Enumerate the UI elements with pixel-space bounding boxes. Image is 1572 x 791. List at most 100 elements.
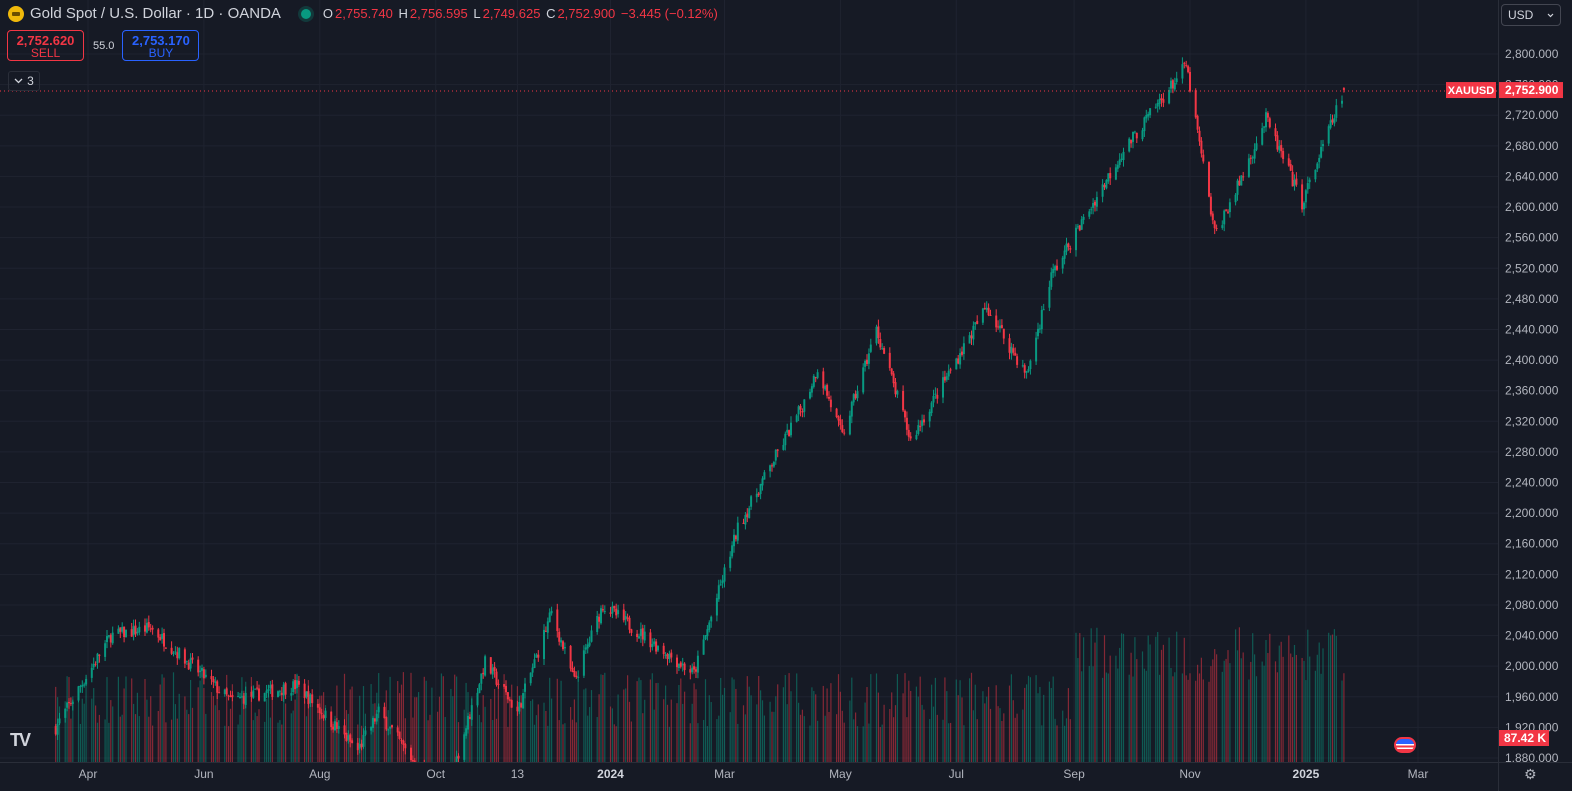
candle-body bbox=[676, 657, 678, 668]
candle-body bbox=[1293, 179, 1296, 186]
volume-bar bbox=[125, 676, 127, 762]
volume-bar bbox=[1197, 664, 1199, 762]
candle-body bbox=[588, 642, 591, 646]
candle-body bbox=[187, 662, 190, 670]
volume-bar bbox=[1274, 661, 1277, 762]
volume-bar bbox=[801, 709, 803, 762]
candle-body bbox=[337, 726, 340, 729]
candle-body bbox=[1168, 89, 1171, 104]
buy-button[interactable]: 2,753.170 BUY bbox=[122, 30, 200, 61]
volume-bar bbox=[1103, 635, 1106, 762]
candle-body bbox=[98, 654, 101, 656]
candle-body bbox=[1023, 365, 1026, 373]
us-flag-icon[interactable] bbox=[1394, 737, 1416, 753]
candle-body bbox=[750, 496, 753, 507]
candle-body bbox=[503, 684, 506, 687]
volume-bar bbox=[803, 716, 805, 762]
volume-bar bbox=[843, 722, 845, 762]
candle-body bbox=[385, 717, 388, 730]
volume-bar bbox=[524, 686, 526, 762]
candle-body bbox=[919, 426, 922, 428]
candle-body bbox=[1208, 162, 1210, 197]
volume-bar bbox=[879, 726, 881, 762]
price-tick-label: 2,120.000 bbox=[1505, 567, 1559, 581]
volume-bar bbox=[1012, 700, 1014, 762]
volume-bar bbox=[746, 676, 748, 762]
candle-body bbox=[467, 715, 469, 730]
candle-body bbox=[1183, 62, 1186, 64]
candle-body bbox=[1333, 118, 1336, 124]
candle-body bbox=[307, 691, 310, 705]
candle-body bbox=[706, 629, 709, 637]
gear-icon[interactable]: ⚙ bbox=[1524, 766, 1537, 782]
volume-bar bbox=[338, 720, 340, 762]
candle-body bbox=[1341, 100, 1343, 104]
volume-bar bbox=[1200, 657, 1202, 762]
candle-body bbox=[267, 689, 270, 691]
volume-bar bbox=[946, 691, 948, 762]
candle-body bbox=[1008, 338, 1011, 353]
volume-bar bbox=[1210, 666, 1212, 762]
candle-body bbox=[1054, 266, 1057, 271]
volume-bar bbox=[228, 726, 230, 762]
candle-body bbox=[1211, 213, 1214, 221]
volume-bar bbox=[266, 698, 268, 762]
candle-body bbox=[1141, 130, 1144, 140]
candle-body bbox=[455, 756, 458, 762]
volume-bar bbox=[427, 720, 429, 762]
volume-bar bbox=[1079, 633, 1081, 762]
symbol-title[interactable]: Gold Spot / U.S. Dollar · 1D · OANDA bbox=[30, 5, 281, 22]
volume-bar bbox=[809, 725, 811, 762]
candle-body bbox=[1090, 209, 1093, 211]
volume-bar bbox=[590, 690, 593, 762]
volume-bar bbox=[495, 718, 498, 762]
candle-body bbox=[212, 679, 215, 683]
volume-bar bbox=[1238, 627, 1240, 762]
volume-bar bbox=[760, 690, 762, 762]
price-axis[interactable]: 2,800.0002,760.0002,720.0002,680.0002,64… bbox=[1498, 0, 1572, 762]
volume-bar bbox=[640, 680, 642, 762]
candle-body bbox=[630, 629, 633, 633]
candle-body bbox=[867, 353, 870, 364]
volume-bar bbox=[955, 679, 957, 762]
time-axis[interactable]: Apr Jun Aug Oct 13 2024 Mar May Jul Sep Nov 2025 Mar bbox=[0, 762, 1498, 791]
tradingview-logo-icon[interactable]: TV bbox=[10, 730, 31, 750]
volume-bar bbox=[917, 696, 919, 762]
volume-bar bbox=[123, 688, 125, 762]
candle-body bbox=[1076, 226, 1079, 228]
volume-bar bbox=[188, 714, 190, 762]
price-tick-label: 2,040.000 bbox=[1505, 629, 1559, 643]
candle-body bbox=[311, 694, 314, 704]
candle-body bbox=[1105, 180, 1108, 189]
volume-bar bbox=[1290, 653, 1292, 762]
candle-body bbox=[649, 632, 652, 648]
market-status-icon[interactable] bbox=[300, 8, 311, 19]
volume-bar bbox=[530, 700, 532, 762]
candle-body bbox=[928, 411, 931, 422]
price-chart-pane[interactable]: XAUUSD bbox=[0, 0, 1498, 762]
volume-bar bbox=[294, 699, 296, 762]
volume-bar bbox=[1214, 649, 1216, 762]
candle-body bbox=[1116, 164, 1119, 169]
high-key: H bbox=[398, 6, 408, 21]
currency-select[interactable]: USD bbox=[1501, 4, 1561, 26]
volume-bar bbox=[66, 676, 68, 762]
volume-bar bbox=[1147, 635, 1149, 762]
candlestick-series bbox=[54, 57, 1345, 762]
candle-body bbox=[1249, 157, 1252, 159]
volume-bar bbox=[1132, 676, 1134, 762]
time-tick-label: 2024 bbox=[597, 767, 624, 781]
candle-body bbox=[957, 358, 960, 364]
candle-body bbox=[465, 728, 468, 736]
volume-bar bbox=[562, 724, 564, 762]
candle-body bbox=[178, 648, 181, 659]
candle-body bbox=[1002, 328, 1005, 339]
sell-button[interactable]: 2,752.620 SELL bbox=[7, 30, 84, 61]
volume-bar bbox=[290, 713, 292, 762]
candle-body bbox=[349, 734, 352, 742]
volume-bar bbox=[505, 684, 507, 762]
indicators-toggle-button[interactable]: 3 bbox=[8, 71, 40, 91]
candle-body bbox=[1187, 66, 1190, 73]
volume-bar bbox=[919, 676, 921, 762]
volume-bar bbox=[651, 673, 653, 762]
